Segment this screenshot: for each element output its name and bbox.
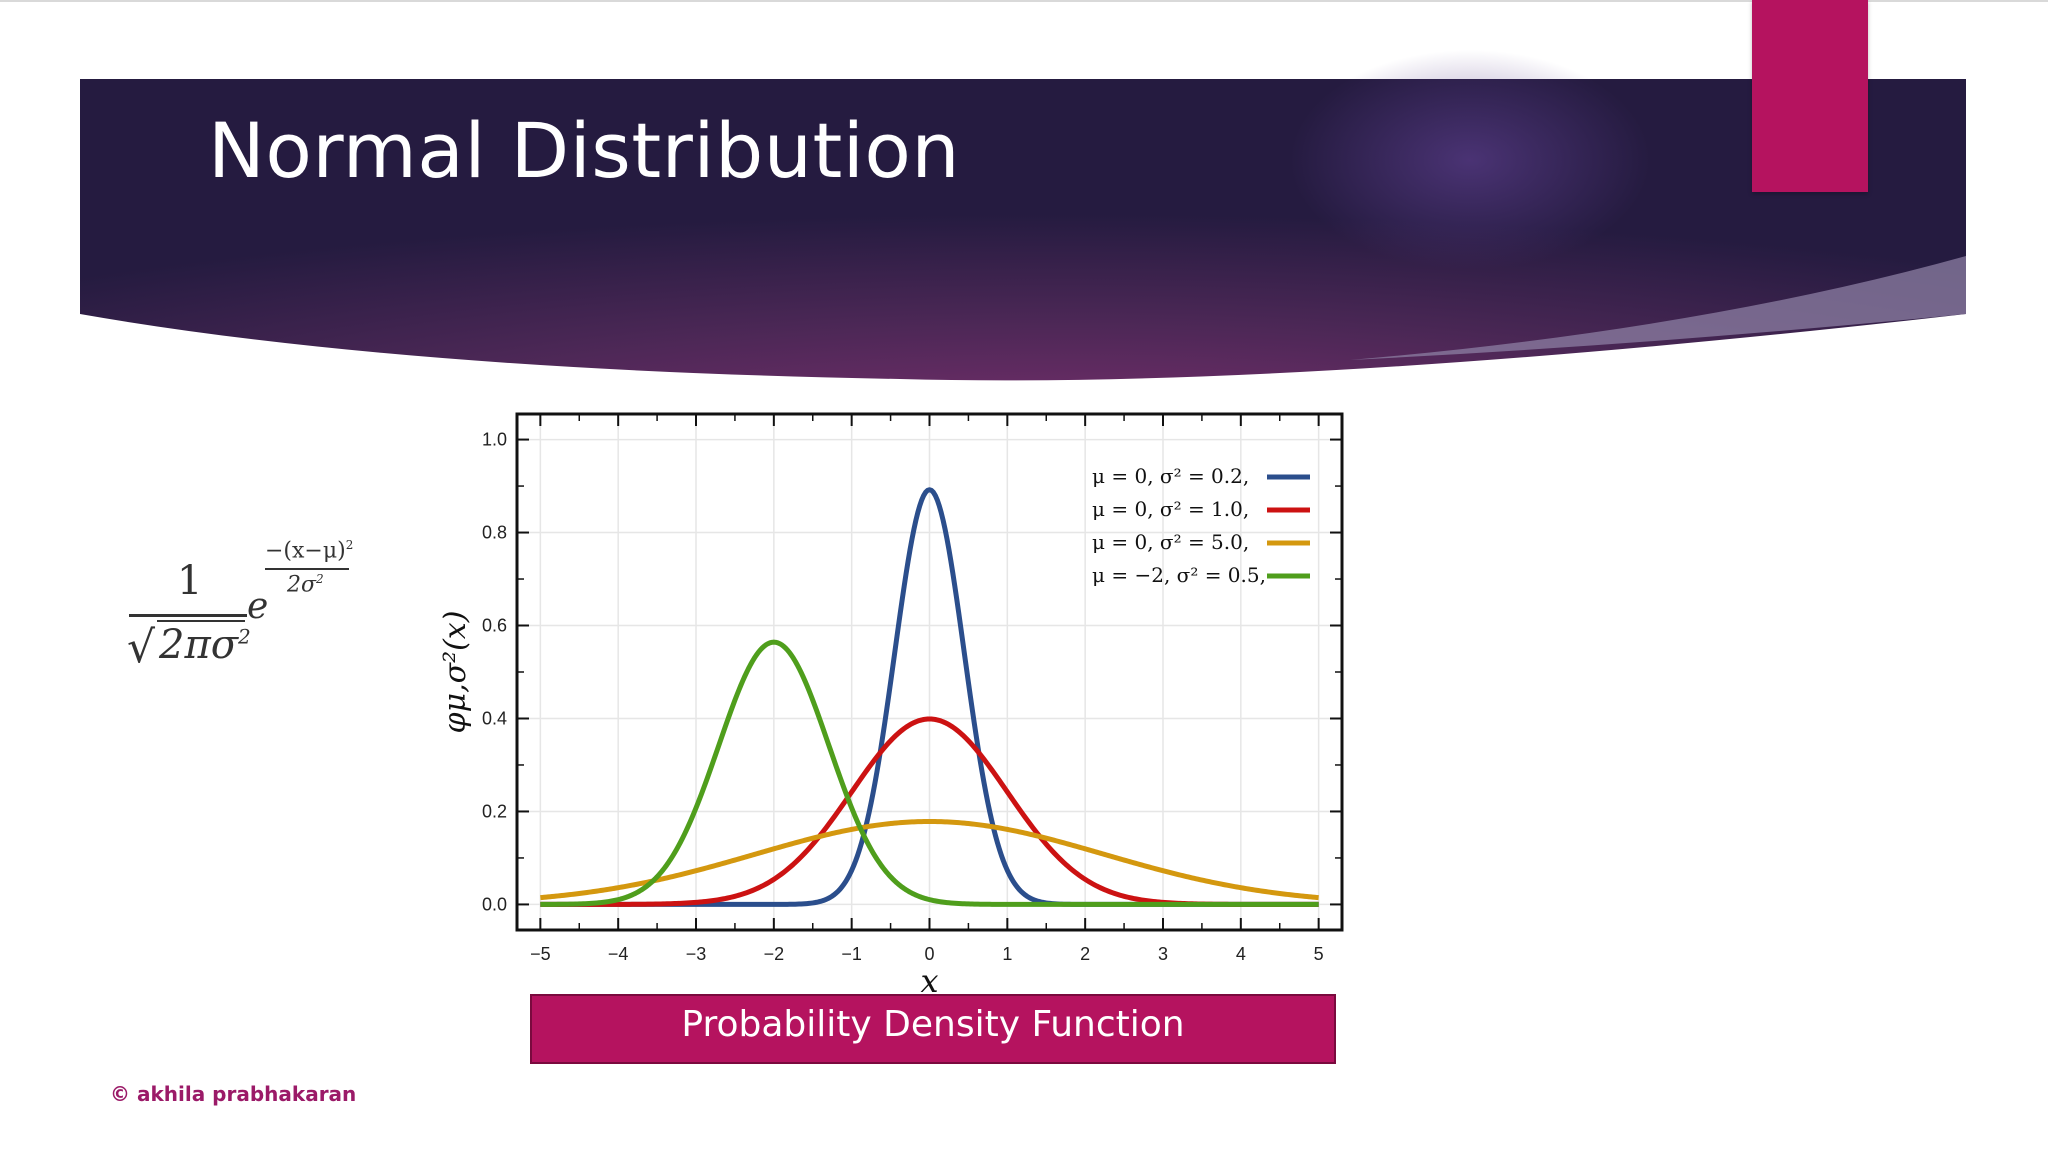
- y-axis-label: φμ,σ²(x): [438, 611, 473, 734]
- legend-label-3: μ = −2, σ² = 0.5,: [1092, 563, 1266, 587]
- title-banner: [80, 50, 1966, 381]
- legend-label-0: μ = 0, σ² = 0.2,: [1092, 464, 1249, 488]
- formula-exponent-bar: [265, 568, 349, 570]
- y-tick-label: 1.0: [482, 430, 507, 450]
- y-tick-label: 0.0: [482, 894, 507, 914]
- x-tick-label: 3: [1158, 944, 1168, 964]
- formula-exponent-denominator-power: 2: [316, 572, 324, 586]
- banner-swoosh: [1350, 256, 1966, 360]
- copyright-text: © akhila prabhakaran: [110, 1082, 357, 1106]
- y-tick-label: 0.2: [482, 801, 507, 821]
- y-tick-label: 0.4: [482, 708, 507, 728]
- accent-tab: [1752, 0, 1868, 192]
- x-tick-label: −1: [841, 944, 862, 964]
- formula-denominator-power: 2: [238, 624, 251, 649]
- formula-radical-overline: [157, 620, 245, 622]
- series-line-3: [539, 639, 1320, 907]
- x-tick-label: 0: [924, 944, 934, 964]
- x-tick-label: 1: [1002, 944, 1012, 964]
- chart-caption: Probability Density Function: [530, 994, 1336, 1064]
- formula-numerator: 1: [177, 558, 203, 604]
- formula-exponent-numerator-text: −(x−μ): [265, 538, 346, 564]
- normal-pdf-formula: 1 √ 2πσ2 e −(x−μ)2 2σ2: [125, 538, 365, 678]
- formula-base-e: e: [247, 586, 269, 627]
- formula-fraction-bar: [129, 614, 247, 617]
- formula-exponent-numerator: −(x−μ)2: [265, 538, 353, 563]
- x-tick-label: −4: [608, 944, 629, 964]
- formula-exponent-numerator-power: 2: [345, 538, 354, 552]
- top-border-line: [0, 0, 2048, 2]
- x-tick-label: −5: [530, 944, 551, 964]
- x-tick-label: −2: [764, 944, 785, 964]
- formula-exponent-denominator: 2σ2: [287, 572, 324, 597]
- x-axis-label: x: [920, 962, 938, 995]
- series-line-2: [539, 818, 1320, 901]
- x-tick-label: 5: [1314, 944, 1324, 964]
- legend-label-1: μ = 0, σ² = 1.0,: [1092, 497, 1249, 521]
- y-tick-label: 0.8: [482, 523, 507, 543]
- formula-exponent-denominator-text: 2σ: [287, 572, 317, 598]
- slide-title: Normal Distribution: [208, 106, 961, 195]
- y-tick-label: 0.6: [482, 616, 507, 636]
- x-tick-label: 2: [1080, 944, 1090, 964]
- banner-glow: [1290, 50, 1650, 270]
- x-tick-label: 4: [1236, 944, 1246, 964]
- pdf-chart: −5 −4 −3 −2 −1 0 1 2 3 4 5 0.0 0.2 0.4 0.6 0.8 1.0 x φμ,σ²…: [438, 412, 1344, 995]
- x-tick-label: −3: [686, 944, 707, 964]
- legend-label-2: μ = 0, σ² = 5.0,: [1092, 530, 1249, 554]
- formula-radical: √: [127, 622, 156, 673]
- formula-denominator-text: 2πσ: [159, 622, 239, 668]
- formula-denominator: 2πσ2: [159, 622, 251, 668]
